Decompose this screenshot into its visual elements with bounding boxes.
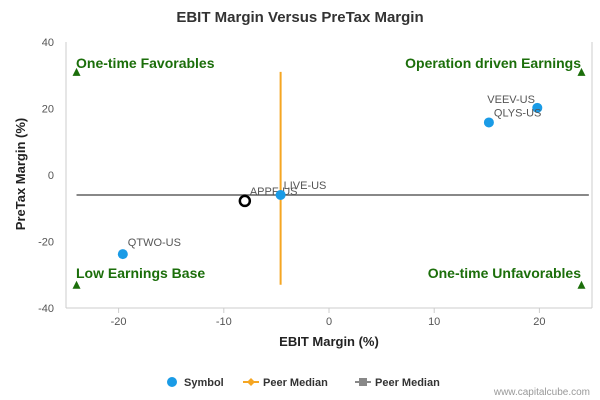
triangle-top-right — [577, 67, 586, 76]
data-point — [275, 189, 286, 200]
x-tick-label: -20 — [111, 316, 127, 328]
plot-area: -20 -10 0 10 20-40-2002040APPF-USVEEV-USQLYS… — [38, 37, 593, 328]
y-tick-label: 20 — [42, 104, 54, 116]
data-point — [483, 117, 494, 128]
x-tick-label: 0 — [326, 316, 332, 328]
x-tick-label: 10 — [428, 316, 440, 328]
data-point-label: QLYS-US — [494, 107, 541, 119]
highlight-point — [238, 194, 252, 208]
chart-title: EBIT Margin Versus PreTax Margin — [176, 9, 423, 26]
legend-label: Peer Median — [263, 377, 328, 389]
triangle-bottom-right — [577, 280, 586, 289]
data-point-label: QTWO-US — [128, 237, 181, 249]
x-axis-label: EBIT Margin (%) — [279, 334, 379, 349]
quadrant-label-top-right: Operation driven Earnings — [405, 55, 581, 71]
y-tick-label: -40 — [38, 303, 54, 315]
y-tick-label: 40 — [42, 37, 54, 49]
legend-label: Symbol — [184, 377, 224, 389]
legend-marker-symbol — [167, 377, 177, 387]
triangle-top-left — [72, 67, 81, 76]
legend-label: Peer Median — [375, 377, 440, 389]
triangle-bottom-left — [72, 280, 81, 289]
legend-marker-peer-median-horizontal — [359, 378, 367, 386]
y-tick-label: 0 — [48, 170, 54, 182]
data-point — [117, 249, 128, 260]
data-point-label: LIVE-US — [284, 180, 327, 192]
legend-marker-peer-median-vertical — [247, 378, 255, 386]
quadrant-label-top-left: One-time Favorables — [76, 55, 215, 71]
data-point-label: VEEV-US — [487, 94, 535, 106]
y-axis-label: PreTax Margin (%) — [13, 118, 28, 230]
x-tick-label: -10 — [216, 316, 232, 328]
credit-text: www.capitalcube.com — [493, 387, 590, 398]
quadrant-label-bottom-left: Low Earnings Base — [76, 265, 205, 281]
data-point — [532, 102, 543, 113]
quadrant-label-bottom-right: One-time Unfavorables — [428, 265, 581, 281]
legend: Symbol Peer Median Peer Median — [167, 377, 440, 389]
y-tick-label: -20 — [38, 237, 54, 249]
x-tick-label: 20 — [533, 316, 545, 328]
